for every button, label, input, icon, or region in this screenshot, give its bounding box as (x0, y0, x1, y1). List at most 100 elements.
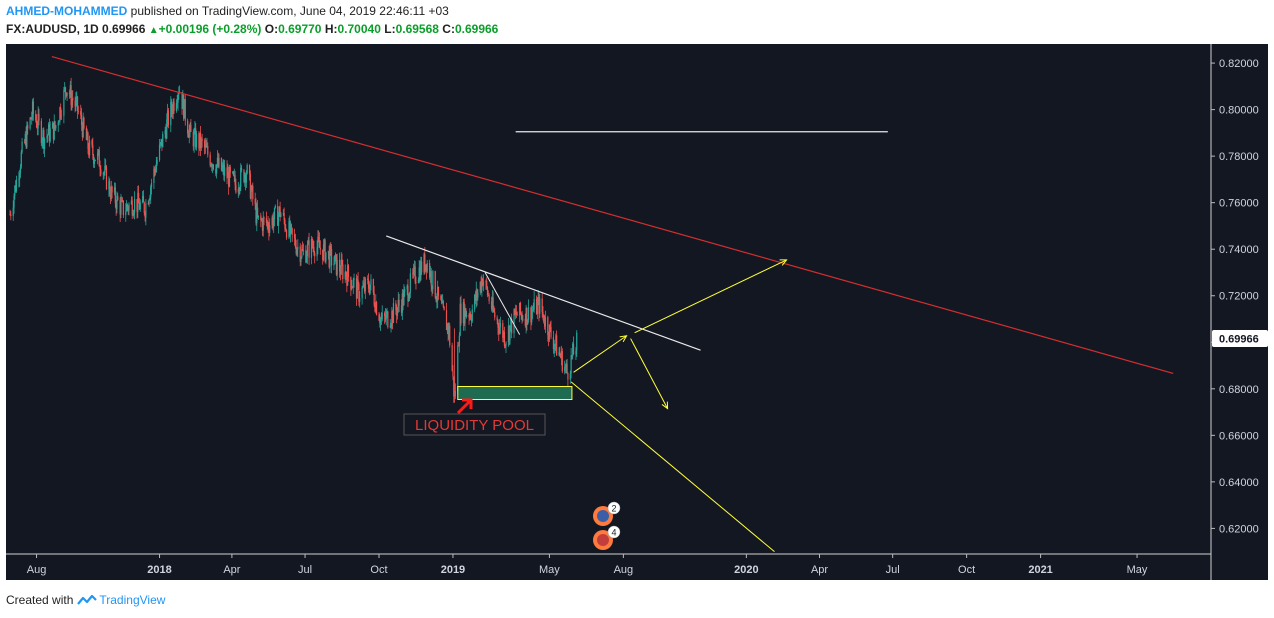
candle-body (463, 302, 465, 324)
candle-body (400, 305, 403, 313)
candle-body (293, 234, 296, 239)
candle-body (363, 283, 366, 292)
candle-body (144, 212, 146, 218)
candle-body (498, 327, 501, 334)
candle-body (86, 132, 88, 141)
candle-body (515, 311, 517, 315)
candle-body (263, 217, 265, 219)
candle-body (19, 167, 22, 174)
candle-body (514, 309, 516, 315)
candle-body (91, 140, 93, 145)
candle-body (466, 314, 468, 317)
candle-body (122, 200, 124, 216)
candle-body (133, 212, 135, 215)
candle-body (148, 199, 150, 205)
price-axis[interactable] (1211, 44, 1268, 580)
candle-body (569, 373, 571, 380)
high-label: H: (324, 22, 338, 36)
candle-body (389, 326, 391, 328)
candle-body (111, 186, 113, 193)
candle-body (374, 304, 376, 312)
close-value: 0.69966 (454, 22, 499, 36)
candle-body (367, 278, 369, 280)
candle-body (285, 230, 288, 238)
liquidity-label: LIQUIDITY POOL (415, 417, 534, 434)
x-tick-label: Oct (958, 564, 975, 576)
candle-body (223, 164, 225, 176)
candle-body (516, 314, 518, 316)
low-label: L: (384, 22, 396, 36)
candle-body (232, 171, 234, 173)
liquidity-zone[interactable] (457, 385, 573, 401)
white-trendline[interactable] (386, 235, 701, 351)
candle-body (533, 298, 535, 310)
candle-body (358, 283, 360, 302)
candle-body (317, 236, 319, 248)
candle-body (440, 295, 442, 301)
candle-body (220, 157, 223, 171)
candle-body (120, 201, 122, 215)
candle-body (99, 166, 101, 170)
candle-body (480, 281, 482, 291)
candle-body (98, 149, 100, 167)
author-name[interactable]: AHMED-MOHAMMED (6, 4, 128, 18)
candle-body (347, 265, 349, 286)
yellow-arrow-down-1[interactable] (630, 338, 669, 410)
candle-body (543, 314, 545, 323)
candle-body (109, 181, 111, 194)
candle-body (380, 318, 383, 320)
time-axis[interactable] (6, 554, 1211, 580)
candle-body (251, 185, 253, 191)
candle-body (527, 307, 530, 321)
candle-body (121, 200, 123, 202)
candle-body (396, 307, 399, 316)
candle-body (558, 352, 560, 356)
candle-body (190, 124, 192, 133)
candle-body (449, 325, 451, 346)
candle-body (429, 263, 431, 278)
yellow-arrow-down-2[interactable] (570, 381, 775, 553)
candle-body (105, 166, 108, 190)
white-short-trendline[interactable] (484, 272, 521, 335)
candle-body (211, 164, 213, 168)
candle-body (357, 279, 359, 284)
drawings[interactable] (51, 55, 1174, 553)
candle-body (237, 188, 239, 193)
candle-body (229, 166, 231, 173)
candle-body (283, 213, 285, 221)
candle-body (503, 331, 505, 346)
candle-body (193, 132, 195, 147)
candle-body (24, 134, 26, 143)
candle-body (97, 152, 99, 160)
candle-body (235, 184, 237, 193)
candle-body (520, 313, 522, 315)
candle-body (453, 376, 455, 397)
candle-body (434, 271, 436, 298)
candle-body (134, 199, 136, 213)
candle-body (352, 279, 354, 288)
candle-body (93, 160, 96, 164)
event-badge-2[interactable]: 4 (593, 525, 621, 550)
event-badge-1[interactable]: 2 (593, 501, 621, 526)
candle-body (359, 298, 361, 302)
red-trendline[interactable] (51, 55, 1174, 375)
candle-body (532, 309, 534, 311)
tradingview-link[interactable]: TradingView (77, 593, 165, 607)
candle-body (254, 199, 256, 205)
candle-body (435, 297, 437, 301)
candle-body (154, 168, 156, 171)
candle-body (176, 102, 178, 104)
candle-body (43, 130, 45, 150)
candle-body (381, 313, 383, 320)
candle-body (544, 317, 546, 327)
candle-body (391, 311, 393, 325)
candle-body (266, 221, 268, 224)
candle-body (306, 256, 308, 263)
candle-body (572, 343, 574, 357)
candle-body (412, 268, 415, 275)
candle-body (46, 135, 48, 139)
yellow-arrow-up-1[interactable] (573, 335, 628, 373)
yellow-arrow-up-2[interactable] (634, 259, 788, 334)
candle-body (88, 148, 90, 156)
